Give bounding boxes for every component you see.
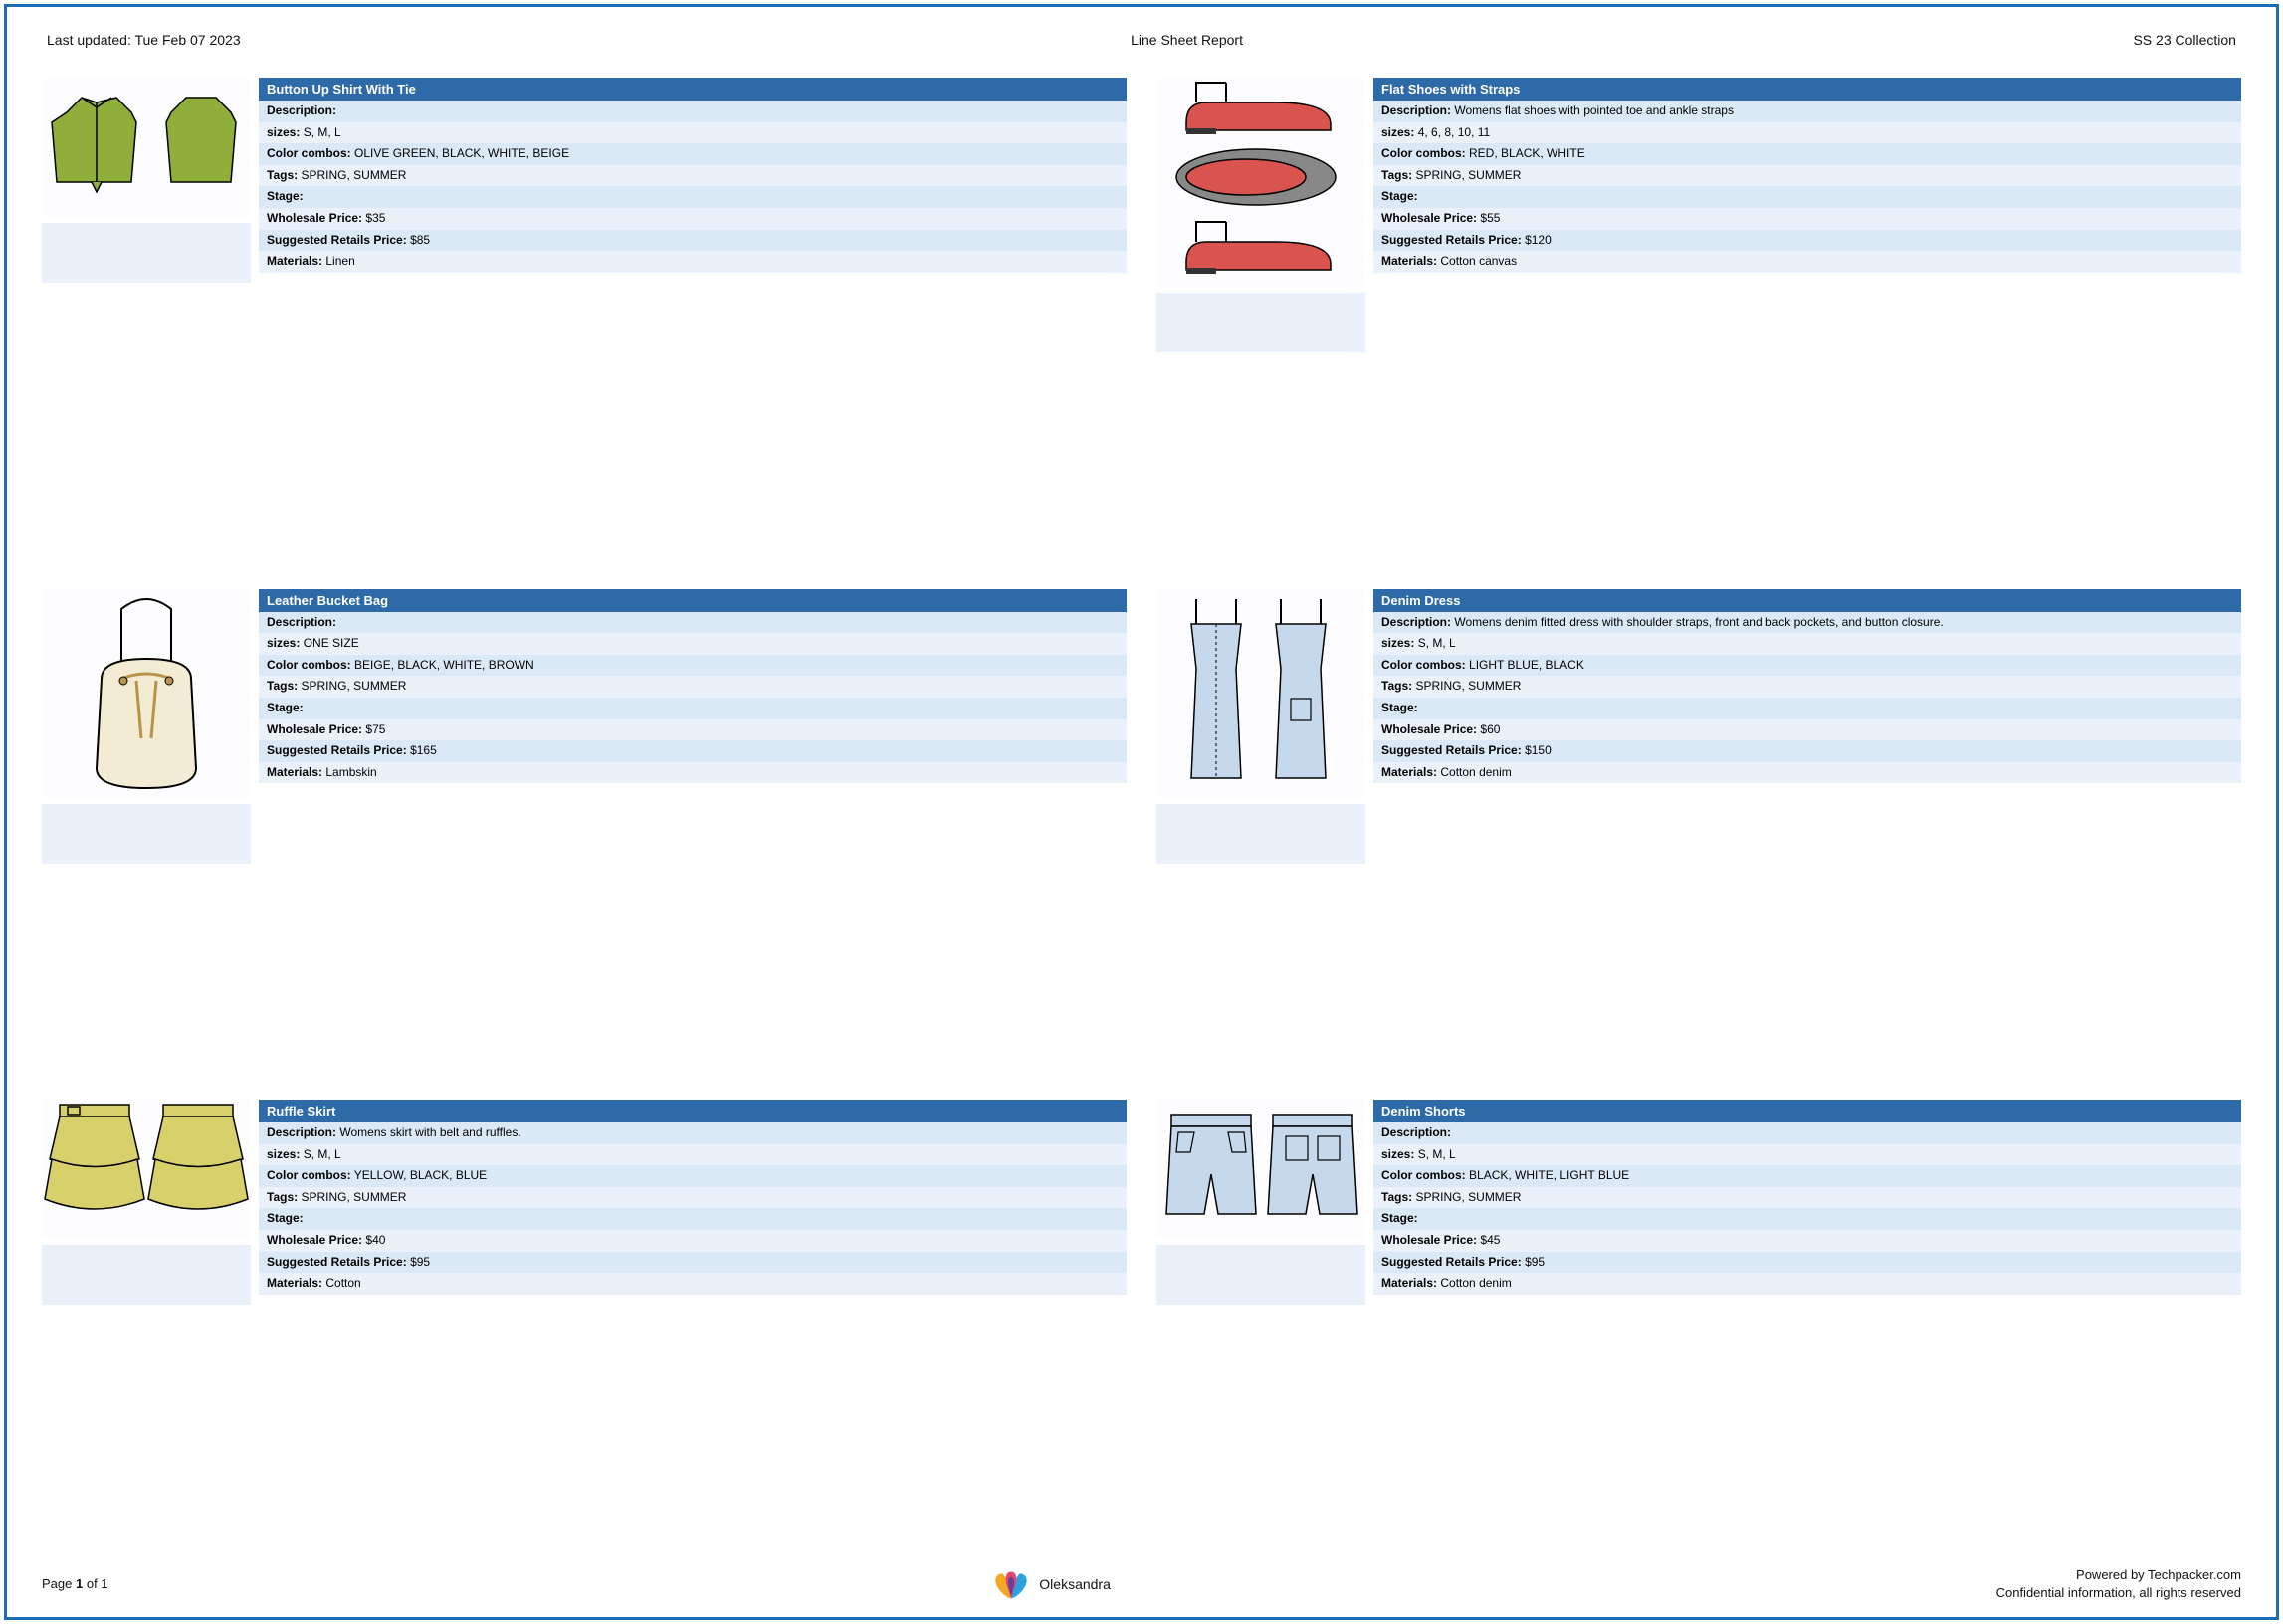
row-stage: Stage: (1373, 698, 2241, 719)
product-sketch (42, 78, 251, 217)
row-stage: Stage: (259, 1208, 1127, 1230)
row-color-combos: Color combos: YELLOW, BLACK, BLUE (259, 1165, 1127, 1187)
techpacker-logo-icon (993, 1568, 1029, 1600)
product-placeholder (1156, 293, 1365, 352)
product-card: Button Up Shirt With Tie Description: si… (42, 78, 1127, 579)
product-placeholder (42, 1245, 251, 1305)
row-retail: Suggested Retails Price: $150 (1373, 740, 2241, 762)
product-placeholder (1156, 1245, 1365, 1305)
row-color-combos: Color combos: RED, BLACK, WHITE (1373, 143, 2241, 165)
row-stage: Stage: (1373, 186, 2241, 208)
row-materials: Materials: Cotton (259, 1273, 1127, 1295)
row-tags: Tags: SPRING, SUMMER (1373, 676, 2241, 698)
row-color-combos: Color combos: BEIGE, BLACK, WHITE, BROWN (259, 655, 1127, 677)
row-materials: Materials: Linen (259, 251, 1127, 273)
row-materials: Materials: Cotton canvas (1373, 251, 2241, 273)
footer-credits: Powered by Techpacker.com Confidential i… (1996, 1566, 2241, 1602)
product-placeholder (42, 804, 251, 864)
product-details: Ruffle Skirt Description: Womens skirt w… (259, 1100, 1127, 1531)
product-card: Ruffle Skirt Description: Womens skirt w… (42, 1100, 1127, 1531)
product-sketch (1156, 78, 1365, 287)
product-card: Denim Shorts Description: sizes: S, M, L… (1156, 1100, 2241, 1531)
row-wholesale: Wholesale Price: $45 (1373, 1230, 2241, 1252)
row-color-combos: Color combos: OLIVE GREEN, BLACK, WHITE,… (259, 143, 1127, 165)
row-tags: Tags: SPRING, SUMMER (259, 1187, 1127, 1209)
row-description: Description: (259, 101, 1127, 122)
product-thumbnails (42, 1100, 251, 1531)
page-indicator: Page 1 of 1 (42, 1576, 108, 1591)
page-frame: Last updated: Tue Feb 07 2023 Line Sheet… (4, 4, 2279, 1620)
product-title: Leather Bucket Bag (259, 589, 1127, 612)
row-tags: Tags: SPRING, SUMMER (1373, 165, 2241, 187)
row-retail: Suggested Retails Price: $95 (1373, 1252, 2241, 1274)
row-stage: Stage: (259, 186, 1127, 208)
product-card: Denim Dress Description: Womens denim fi… (1156, 589, 2241, 1091)
row-sizes: sizes: ONE SIZE (259, 633, 1127, 655)
report-title: Line Sheet Report (1131, 32, 1243, 48)
row-description: Description: (259, 612, 1127, 634)
product-title: Denim Shorts (1373, 1100, 2241, 1122)
row-tags: Tags: SPRING, SUMMER (259, 165, 1127, 187)
product-placeholder (1156, 804, 1365, 864)
product-card: Leather Bucket Bag Description: sizes: O… (42, 589, 1127, 1091)
report-header: Last updated: Tue Feb 07 2023 Line Sheet… (42, 32, 2241, 48)
row-wholesale: Wholesale Price: $60 (1373, 719, 2241, 741)
row-description: Description: Womens denim fitted dress w… (1373, 612, 2241, 634)
collection-name: SS 23 Collection (2133, 32, 2236, 48)
row-sizes: sizes: S, M, L (1373, 1144, 2241, 1166)
product-thumbnails (42, 78, 251, 579)
product-thumbnails (1156, 78, 1365, 579)
row-description: Description: (1373, 1122, 2241, 1144)
row-retail: Suggested Retails Price: $165 (259, 740, 1127, 762)
product-title: Button Up Shirt With Tie (259, 78, 1127, 101)
footer-user: Oleksandra (993, 1568, 1111, 1600)
row-materials: Materials: Lambskin (259, 762, 1127, 784)
row-retail: Suggested Retails Price: $120 (1373, 230, 2241, 252)
product-details: Denim Shorts Description: sizes: S, M, L… (1373, 1100, 2241, 1531)
product-details: Leather Bucket Bag Description: sizes: O… (259, 589, 1127, 1091)
row-retail: Suggested Retails Price: $95 (259, 1252, 1127, 1274)
product-card: Flat Shoes with Straps Description: Wome… (1156, 78, 2241, 579)
product-details: Button Up Shirt With Tie Description: si… (259, 78, 1127, 579)
product-details: Denim Dress Description: Womens denim fi… (1373, 589, 2241, 1091)
products-grid: Button Up Shirt With Tie Description: si… (42, 78, 2241, 1531)
product-placeholder (42, 223, 251, 283)
row-sizes: sizes: S, M, L (259, 122, 1127, 144)
row-wholesale: Wholesale Price: $40 (259, 1230, 1127, 1252)
product-title: Denim Dress (1373, 589, 2241, 612)
row-tags: Tags: SPRING, SUMMER (1373, 1187, 2241, 1209)
row-stage: Stage: (259, 698, 1127, 719)
product-sketch (42, 589, 251, 798)
row-wholesale: Wholesale Price: $55 (1373, 208, 2241, 230)
product-thumbnails (1156, 1100, 1365, 1531)
row-sizes: sizes: S, M, L (1373, 633, 2241, 655)
product-thumbnails (1156, 589, 1365, 1091)
row-description: Description: Womens flat shoes with poin… (1373, 101, 2241, 122)
last-updated: Last updated: Tue Feb 07 2023 (47, 32, 241, 48)
report-footer: Page 1 of 1 Oleksandra Powered by Techpa… (42, 1566, 2241, 1602)
row-description: Description: Womens skirt with belt and … (259, 1122, 1127, 1144)
row-color-combos: Color combos: BLACK, WHITE, LIGHT BLUE (1373, 1165, 2241, 1187)
product-title: Ruffle Skirt (259, 1100, 1127, 1122)
product-sketch (1156, 589, 1365, 798)
row-wholesale: Wholesale Price: $75 (259, 719, 1127, 741)
product-title: Flat Shoes with Straps (1373, 78, 2241, 101)
product-thumbnails (42, 589, 251, 1091)
row-retail: Suggested Retails Price: $85 (259, 230, 1127, 252)
row-wholesale: Wholesale Price: $35 (259, 208, 1127, 230)
product-details: Flat Shoes with Straps Description: Wome… (1373, 78, 2241, 579)
product-sketch (1156, 1100, 1365, 1239)
row-sizes: sizes: 4, 6, 8, 10, 11 (1373, 122, 2241, 144)
row-tags: Tags: SPRING, SUMMER (259, 676, 1127, 698)
row-sizes: sizes: S, M, L (259, 1144, 1127, 1166)
row-color-combos: Color combos: LIGHT BLUE, BLACK (1373, 655, 2241, 677)
row-materials: Materials: Cotton denim (1373, 1273, 2241, 1295)
product-sketch (42, 1100, 251, 1239)
row-materials: Materials: Cotton denim (1373, 762, 2241, 784)
row-stage: Stage: (1373, 1208, 2241, 1230)
